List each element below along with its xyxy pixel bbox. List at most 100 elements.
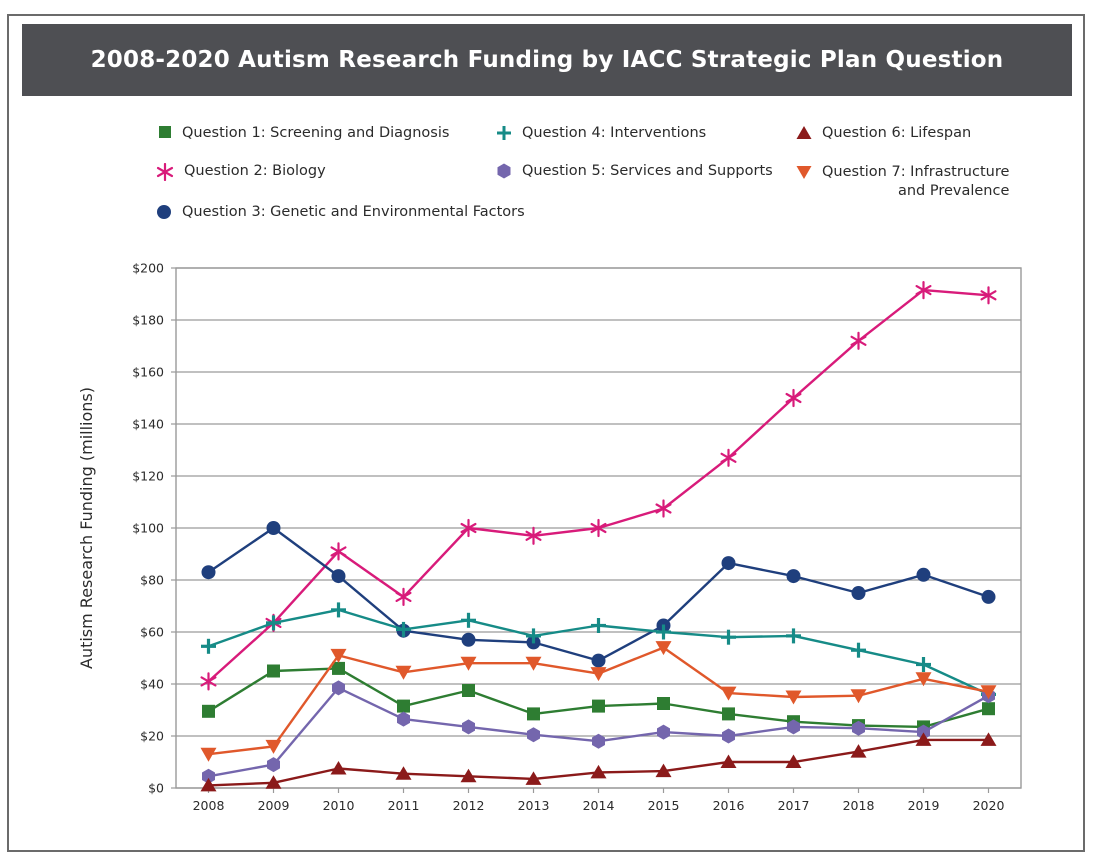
data-point-q6: [915, 732, 932, 746]
data-point-q6: [980, 732, 997, 746]
data-point-q2: [785, 388, 802, 408]
x-tick-label: 2015: [648, 798, 680, 813]
legend-label-q6: Question 6: Lifespan: [822, 125, 972, 141]
data-point-q6: [850, 744, 867, 758]
data-point-q5: [267, 757, 280, 773]
legend-item-q4: Question 4: Interventions: [496, 124, 706, 143]
data-point-q1: [267, 664, 280, 678]
data-point-q6: [395, 766, 412, 780]
data-point-q2: [525, 526, 542, 545]
data-point-q6: [525, 771, 542, 785]
data-point-q7: [850, 689, 867, 704]
data-point-q6: [330, 761, 347, 775]
gridlines: [175, 267, 1022, 789]
data-point-q1: [527, 707, 540, 721]
data-point-q2: [330, 542, 347, 561]
x-tick-label: 2010: [323, 798, 355, 813]
legend-hexagon-icon: [497, 163, 511, 179]
data-point-q5: [462, 719, 475, 735]
y-axis-title: Autism Research Funding (millions): [77, 387, 96, 669]
data-point-q4: [721, 629, 736, 645]
data-point-q2: [590, 518, 607, 538]
data-point-q5: [202, 768, 215, 784]
x-tick-label: 2009: [258, 798, 290, 813]
legend-label-q5: Question 5: Services and Supports: [522, 163, 773, 179]
data-point-q4: [851, 642, 866, 658]
data-point-q7: [980, 685, 997, 700]
legend-label-q7: Question 7: Infrastructure and Prevalenc…: [822, 163, 1009, 201]
data-point-q2: [980, 286, 997, 305]
series-q6: [200, 732, 997, 792]
series-q5: [202, 680, 995, 784]
y-axis-ticks: $0 $20 $40 $60 $80 $100 $120 $140 $160 $180 $200: [132, 261, 176, 796]
data-point-q7: [460, 656, 477, 671]
data-point-q6: [460, 768, 477, 783]
data-point-q5: [397, 711, 410, 727]
data-point-q2: [720, 448, 737, 467]
legend-item-q3: Question 3: Genetic and Environmental Fa…: [156, 203, 525, 222]
y-tick-label: $100: [132, 521, 164, 536]
y-tick-label: $200: [132, 261, 164, 276]
data-point-q7: [590, 667, 607, 682]
data-point-q4: [331, 602, 346, 618]
x-tick-label: 2017: [778, 798, 810, 813]
data-point-q7: [655, 641, 672, 656]
data-point-q4: [916, 657, 931, 672]
data-point-q2: [915, 281, 932, 300]
y-tick-label: $20: [140, 729, 164, 744]
data-point-q4: [656, 624, 671, 640]
series-line-q3: [207, 526, 989, 662]
legend-label-q7-line2: and Prevalence: [897, 183, 1010, 199]
data-point-q1: [462, 684, 475, 697]
legend-triangle-down-icon: [796, 166, 812, 179]
x-axis-ticks: 2008 2009 2010 2011 2012 2013 2014 2015 2016 2017…: [193, 788, 1005, 813]
data-point-q7: [525, 656, 542, 671]
x-tick-label: 2020: [973, 798, 1005, 813]
x-tick-label: 2016: [713, 798, 745, 813]
x-tick-label: 2013: [518, 798, 550, 813]
data-point-q7: [330, 648, 347, 663]
legend-label-q2: Question 2: Biology: [184, 163, 326, 179]
series-q4: [201, 602, 996, 702]
x-tick-label: 2012: [453, 798, 485, 813]
data-point-q7: [200, 747, 217, 762]
data-point-q3: [721, 556, 736, 571]
x-tick-label: 2019: [908, 798, 940, 813]
data-point-q1: [722, 707, 735, 721]
data-point-q1: [592, 699, 605, 713]
legend-item-q6: Question 6: Lifespan: [796, 124, 971, 143]
legend-square-icon: [159, 126, 171, 138]
data-point-q5: [917, 724, 930, 740]
data-point-q3: [851, 586, 866, 600]
data-point-q5: [787, 719, 800, 735]
legend-item-q1: Question 1: Screening and Diagnosis: [158, 124, 449, 143]
data-point-q2: [200, 672, 217, 691]
data-point-q6: [200, 777, 217, 792]
data-point-q1: [397, 699, 410, 713]
data-point-q4: [591, 618, 606, 633]
legend-label-q3: Question 3: Genetic and Environmental Fa…: [182, 204, 525, 220]
data-point-q4: [396, 621, 411, 637]
y-tick-label: $160: [132, 365, 164, 380]
data-point-q1: [332, 661, 345, 675]
x-tick-label: 2011: [388, 798, 420, 813]
data-point-q4: [266, 615, 281, 631]
data-point-q1: [657, 697, 670, 710]
legend-item-q2: Question 2: Biology: [156, 162, 326, 181]
data-point-q7: [720, 686, 737, 701]
data-point-q4: [201, 638, 216, 654]
x-tick-label: 2018: [843, 798, 875, 813]
data-point-q1: [982, 702, 995, 716]
y-tick-label: $140: [132, 417, 164, 432]
data-point-q6: [265, 775, 282, 789]
data-point-q2: [395, 587, 412, 607]
legend-label-q7-line1: Question 7: Infrastructure: [822, 164, 1010, 180]
data-point-q3: [331, 569, 346, 584]
x-tick-label: 2008: [193, 798, 225, 813]
data-point-q2: [850, 331, 867, 350]
data-point-q1: [202, 704, 215, 718]
legend-triangle-up-icon: [796, 126, 812, 139]
data-point-q5: [332, 680, 345, 696]
legend-label-q1: Question 1: Screening and Diagnosis: [182, 125, 450, 141]
data-point-q4: [526, 628, 541, 644]
